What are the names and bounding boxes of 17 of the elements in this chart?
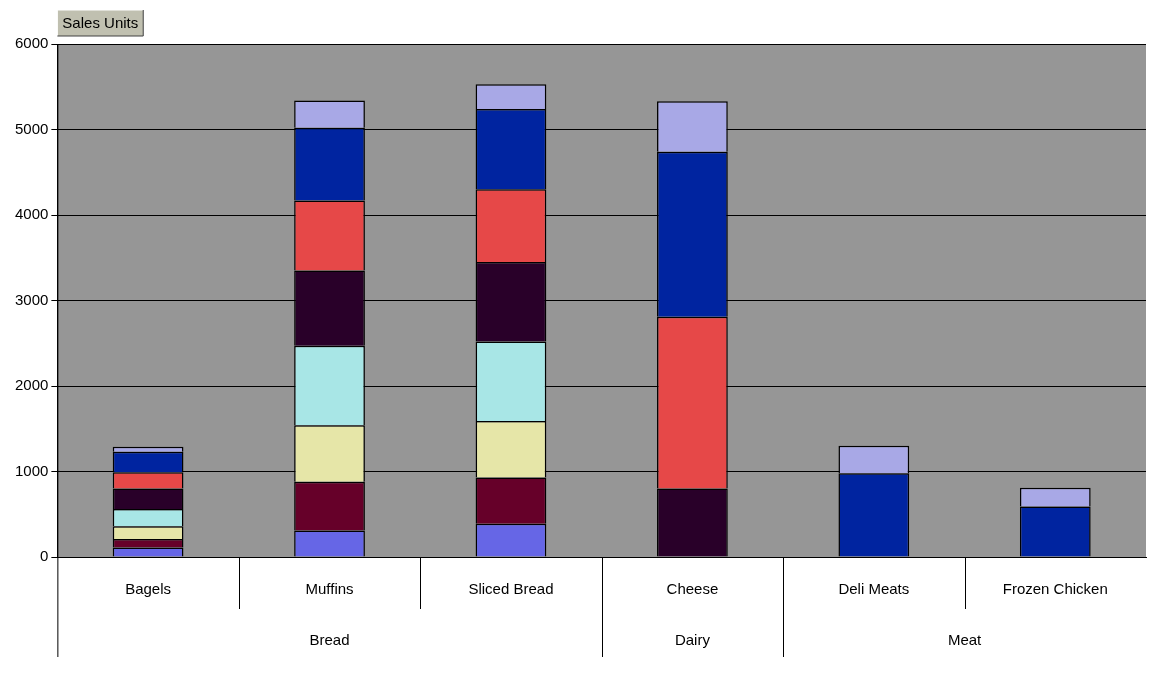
y-tick-label: 1000 [14, 461, 49, 479]
y-tick-label: 3000 [14, 290, 49, 308]
x-tick-label: Sliced Bread [468, 580, 554, 598]
x-tick-label: Deli Meats [838, 580, 910, 598]
y-tick-label: 4000 [14, 205, 49, 223]
y-tick-label: 6000 [14, 34, 49, 52]
y-tick-label: 0 [40, 547, 49, 565]
x-tick-label: Cheese [666, 580, 719, 598]
x-tick-label: Frozen Chicken [1002, 580, 1108, 598]
x-tick-label: Muffins [305, 580, 354, 598]
text: Meat [947, 631, 983, 649]
text: Sales Units [62, 14, 139, 32]
text: Bread [309, 631, 350, 649]
x-tick-label: Bagels [125, 580, 172, 598]
y-tick-label: 5000 [14, 119, 49, 137]
y-tick-label: 2000 [14, 376, 49, 394]
text: Dairy [674, 631, 711, 649]
